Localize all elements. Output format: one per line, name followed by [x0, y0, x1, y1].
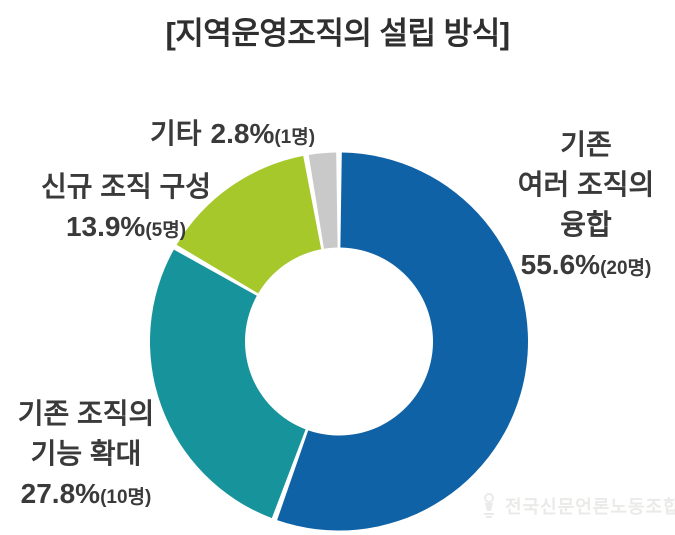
slice-label-etc: 기타 2.8% (1명)	[150, 112, 315, 152]
slice-label-etc-name: 기타	[150, 118, 202, 149]
slice-label-merge-line3: 융합	[560, 209, 612, 240]
slice-label-new-count: (5명)	[145, 220, 187, 241]
slice-label-merge-pct: 55.6%	[520, 249, 601, 280]
slice-label-expand-pct: 27.8%	[20, 478, 101, 509]
slice-label-merge: 기존 여러 조직의 융합 55.6%(20명)	[497, 125, 675, 289]
watermark: 전국신문언론노동조합	[479, 492, 675, 520]
slice-label-merge-line2: 여러 조직의	[517, 169, 655, 200]
watermark-text: 전국신문언론노동조합	[505, 497, 675, 517]
slice-label-etc-count: (1명)	[274, 127, 316, 148]
slice-label-new-pct: 13.9%	[65, 211, 146, 242]
slice-label-expand-line1: 기존 조직의	[17, 398, 155, 429]
chart-title: [지역운영조직의 설립 방식]	[165, 16, 510, 51]
slice-label-merge-count: (20명)	[600, 258, 652, 279]
pie-slice-expand	[149, 249, 306, 519]
slice-label-expand: 기존 조직의 기능 확대 27.8%(10명)	[0, 394, 172, 518]
slice-label-merge-line1: 기존	[560, 129, 612, 160]
slice-label-expand-count: (10명)	[100, 487, 152, 508]
pie-slice-etc	[308, 152, 338, 249]
slice-label-new-name: 신규 조직 구성	[40, 171, 212, 202]
slice-label-etc-pct: 2.8%	[210, 118, 275, 149]
union-logo-icon	[484, 493, 494, 518]
slice-label-expand-line2: 기능 확대	[30, 438, 142, 469]
pie-slice-new	[176, 155, 322, 294]
slice-label-new: 신규 조직 구성 13.9%(5명)	[0, 167, 252, 251]
pie-slice-merge	[277, 152, 529, 531]
